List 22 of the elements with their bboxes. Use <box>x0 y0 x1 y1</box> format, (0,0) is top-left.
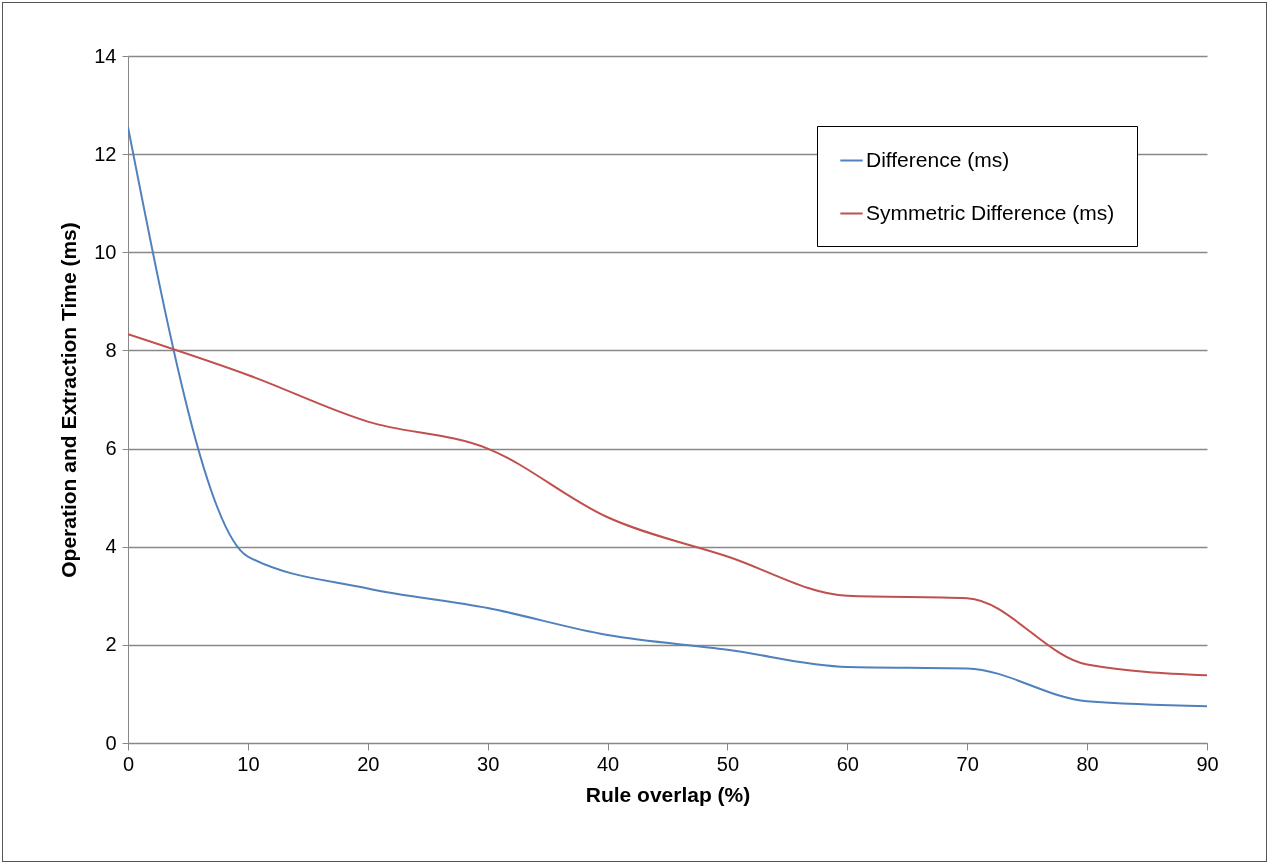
y-tick-label: 14 <box>94 44 117 67</box>
x-tick-label: 60 <box>836 752 859 775</box>
y-tick-label: 6 <box>105 437 117 460</box>
x-tick-label: 70 <box>956 752 979 775</box>
x-tick-label: 20 <box>357 752 380 775</box>
x-tick-label: 90 <box>1196 752 1219 775</box>
x-axis-title: Rule overlap (%) <box>585 782 751 806</box>
x-tick-label: 50 <box>716 752 740 775</box>
y-tick-label: 2 <box>105 633 117 656</box>
y-axis-title: Operation and Extraction Time (ms) <box>57 222 81 578</box>
x-tick-label: 30 <box>477 752 500 775</box>
x-tick-label: 80 <box>1076 752 1099 775</box>
x-tick-label: 40 <box>596 752 620 775</box>
y-tick-label: 0 <box>105 731 117 754</box>
legend-label: Difference (ms) <box>866 147 1010 171</box>
x-tick-label: 0 <box>122 752 135 775</box>
y-tick-label: 12 <box>94 142 117 165</box>
y-tick-label: 4 <box>105 535 117 558</box>
legend-label: Symmetric Difference (ms) <box>866 200 1115 224</box>
y-tick-label: 10 <box>94 240 117 263</box>
y-tick-label: 8 <box>105 338 117 361</box>
x-tick-label: 10 <box>237 752 260 775</box>
